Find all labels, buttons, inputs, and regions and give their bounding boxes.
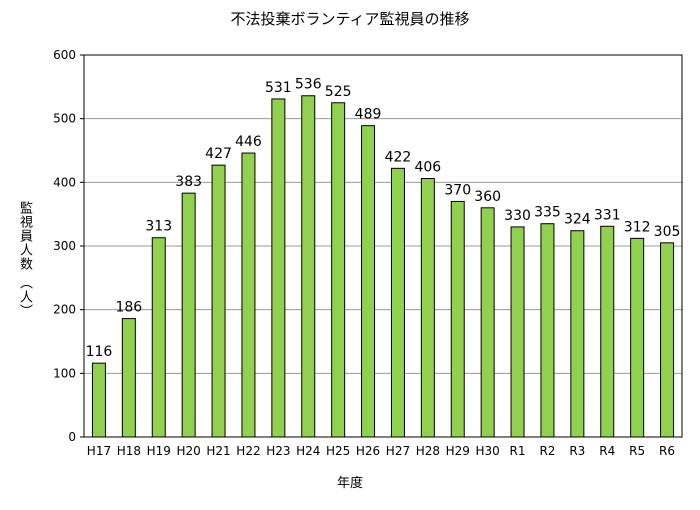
bar-H18 (121, 318, 136, 438)
data-label-H29: 370 (444, 182, 471, 198)
bar-H29 (450, 200, 465, 438)
data-label-H26: 489 (355, 107, 382, 123)
bar-H30 (480, 207, 495, 438)
x-tick-label-R3: R3 (569, 444, 585, 458)
bar-H24 (301, 95, 316, 438)
bar-H20 (181, 192, 196, 438)
data-label-H21: 427 (205, 146, 232, 162)
bar-R2 (540, 223, 555, 438)
x-axis-label: 年度 (336, 476, 363, 491)
bar-R4 (600, 225, 615, 438)
y-tick-label: 400 (53, 175, 76, 189)
y-tick-label: 300 (53, 239, 76, 253)
bar-H21 (211, 164, 226, 438)
x-tick-label-H28: H28 (416, 444, 440, 458)
data-label-H17: 116 (86, 344, 113, 360)
y-tick-label: 100 (53, 366, 76, 380)
data-label-H20: 383 (175, 174, 202, 190)
x-tick-label-H29: H29 (446, 444, 470, 458)
data-label-R5: 312 (624, 219, 651, 235)
x-tick-label-H21: H21 (206, 444, 230, 458)
data-label-R3: 324 (564, 212, 591, 228)
bar-H17 (91, 362, 106, 438)
x-tick-label-R4: R4 (599, 444, 615, 458)
x-tick-label-H17: H17 (87, 444, 111, 458)
data-label-H23: 531 (265, 80, 292, 96)
x-tick-label-H23: H23 (266, 444, 290, 458)
data-label-H19: 313 (145, 219, 172, 235)
x-tick-label-H27: H27 (386, 444, 410, 458)
x-tick-label-H20: H20 (177, 444, 201, 458)
bar-H27 (390, 167, 405, 438)
y-tick-label: 0 (68, 430, 76, 444)
bar-H25 (331, 102, 346, 438)
data-label-H30: 360 (474, 189, 501, 205)
data-label-H24: 536 (295, 77, 322, 93)
bar-H26 (361, 125, 376, 438)
bar-H22 (241, 152, 256, 438)
bar-R3 (570, 230, 585, 438)
data-label-H27: 422 (385, 149, 412, 165)
y-tick-label: 500 (53, 112, 76, 126)
chart-title: 不法投棄ボランティア監視員の推移 (230, 10, 470, 28)
bar-R6 (660, 242, 675, 438)
plot-border (83, 54, 683, 438)
data-label-R2: 335 (534, 205, 561, 221)
data-label-R1: 330 (504, 208, 531, 224)
x-tick-label-H26: H26 (356, 444, 380, 458)
y-tick-label: 600 (53, 48, 76, 62)
bar-R1 (510, 226, 525, 438)
x-tick-label-H25: H25 (326, 444, 350, 458)
x-tick-label-R5: R5 (629, 444, 645, 458)
x-tick-label-R6: R6 (659, 444, 675, 458)
data-label-R4: 331 (594, 207, 621, 223)
x-tick-label-R1: R1 (510, 444, 526, 458)
data-label-H22: 446 (235, 134, 262, 150)
y-axis-label: 監視員人数 （人） (17, 201, 32, 319)
x-tick-label-H24: H24 (296, 444, 320, 458)
x-tick-label-H30: H30 (476, 444, 500, 458)
data-label-H25: 525 (325, 84, 352, 100)
data-label-H18: 186 (115, 300, 142, 316)
bar-H23 (271, 98, 286, 438)
x-tick-label-H22: H22 (236, 444, 260, 458)
bar-R5 (630, 237, 645, 438)
x-tick-label-R2: R2 (539, 444, 555, 458)
data-label-R6: 305 (654, 224, 681, 240)
bar-H28 (420, 178, 435, 438)
data-label-H28: 406 (414, 160, 441, 176)
y-tick-label: 200 (53, 303, 76, 317)
x-tick-label-H18: H18 (117, 444, 141, 458)
bar-H19 (151, 237, 166, 438)
x-tick-label-H19: H19 (147, 444, 171, 458)
